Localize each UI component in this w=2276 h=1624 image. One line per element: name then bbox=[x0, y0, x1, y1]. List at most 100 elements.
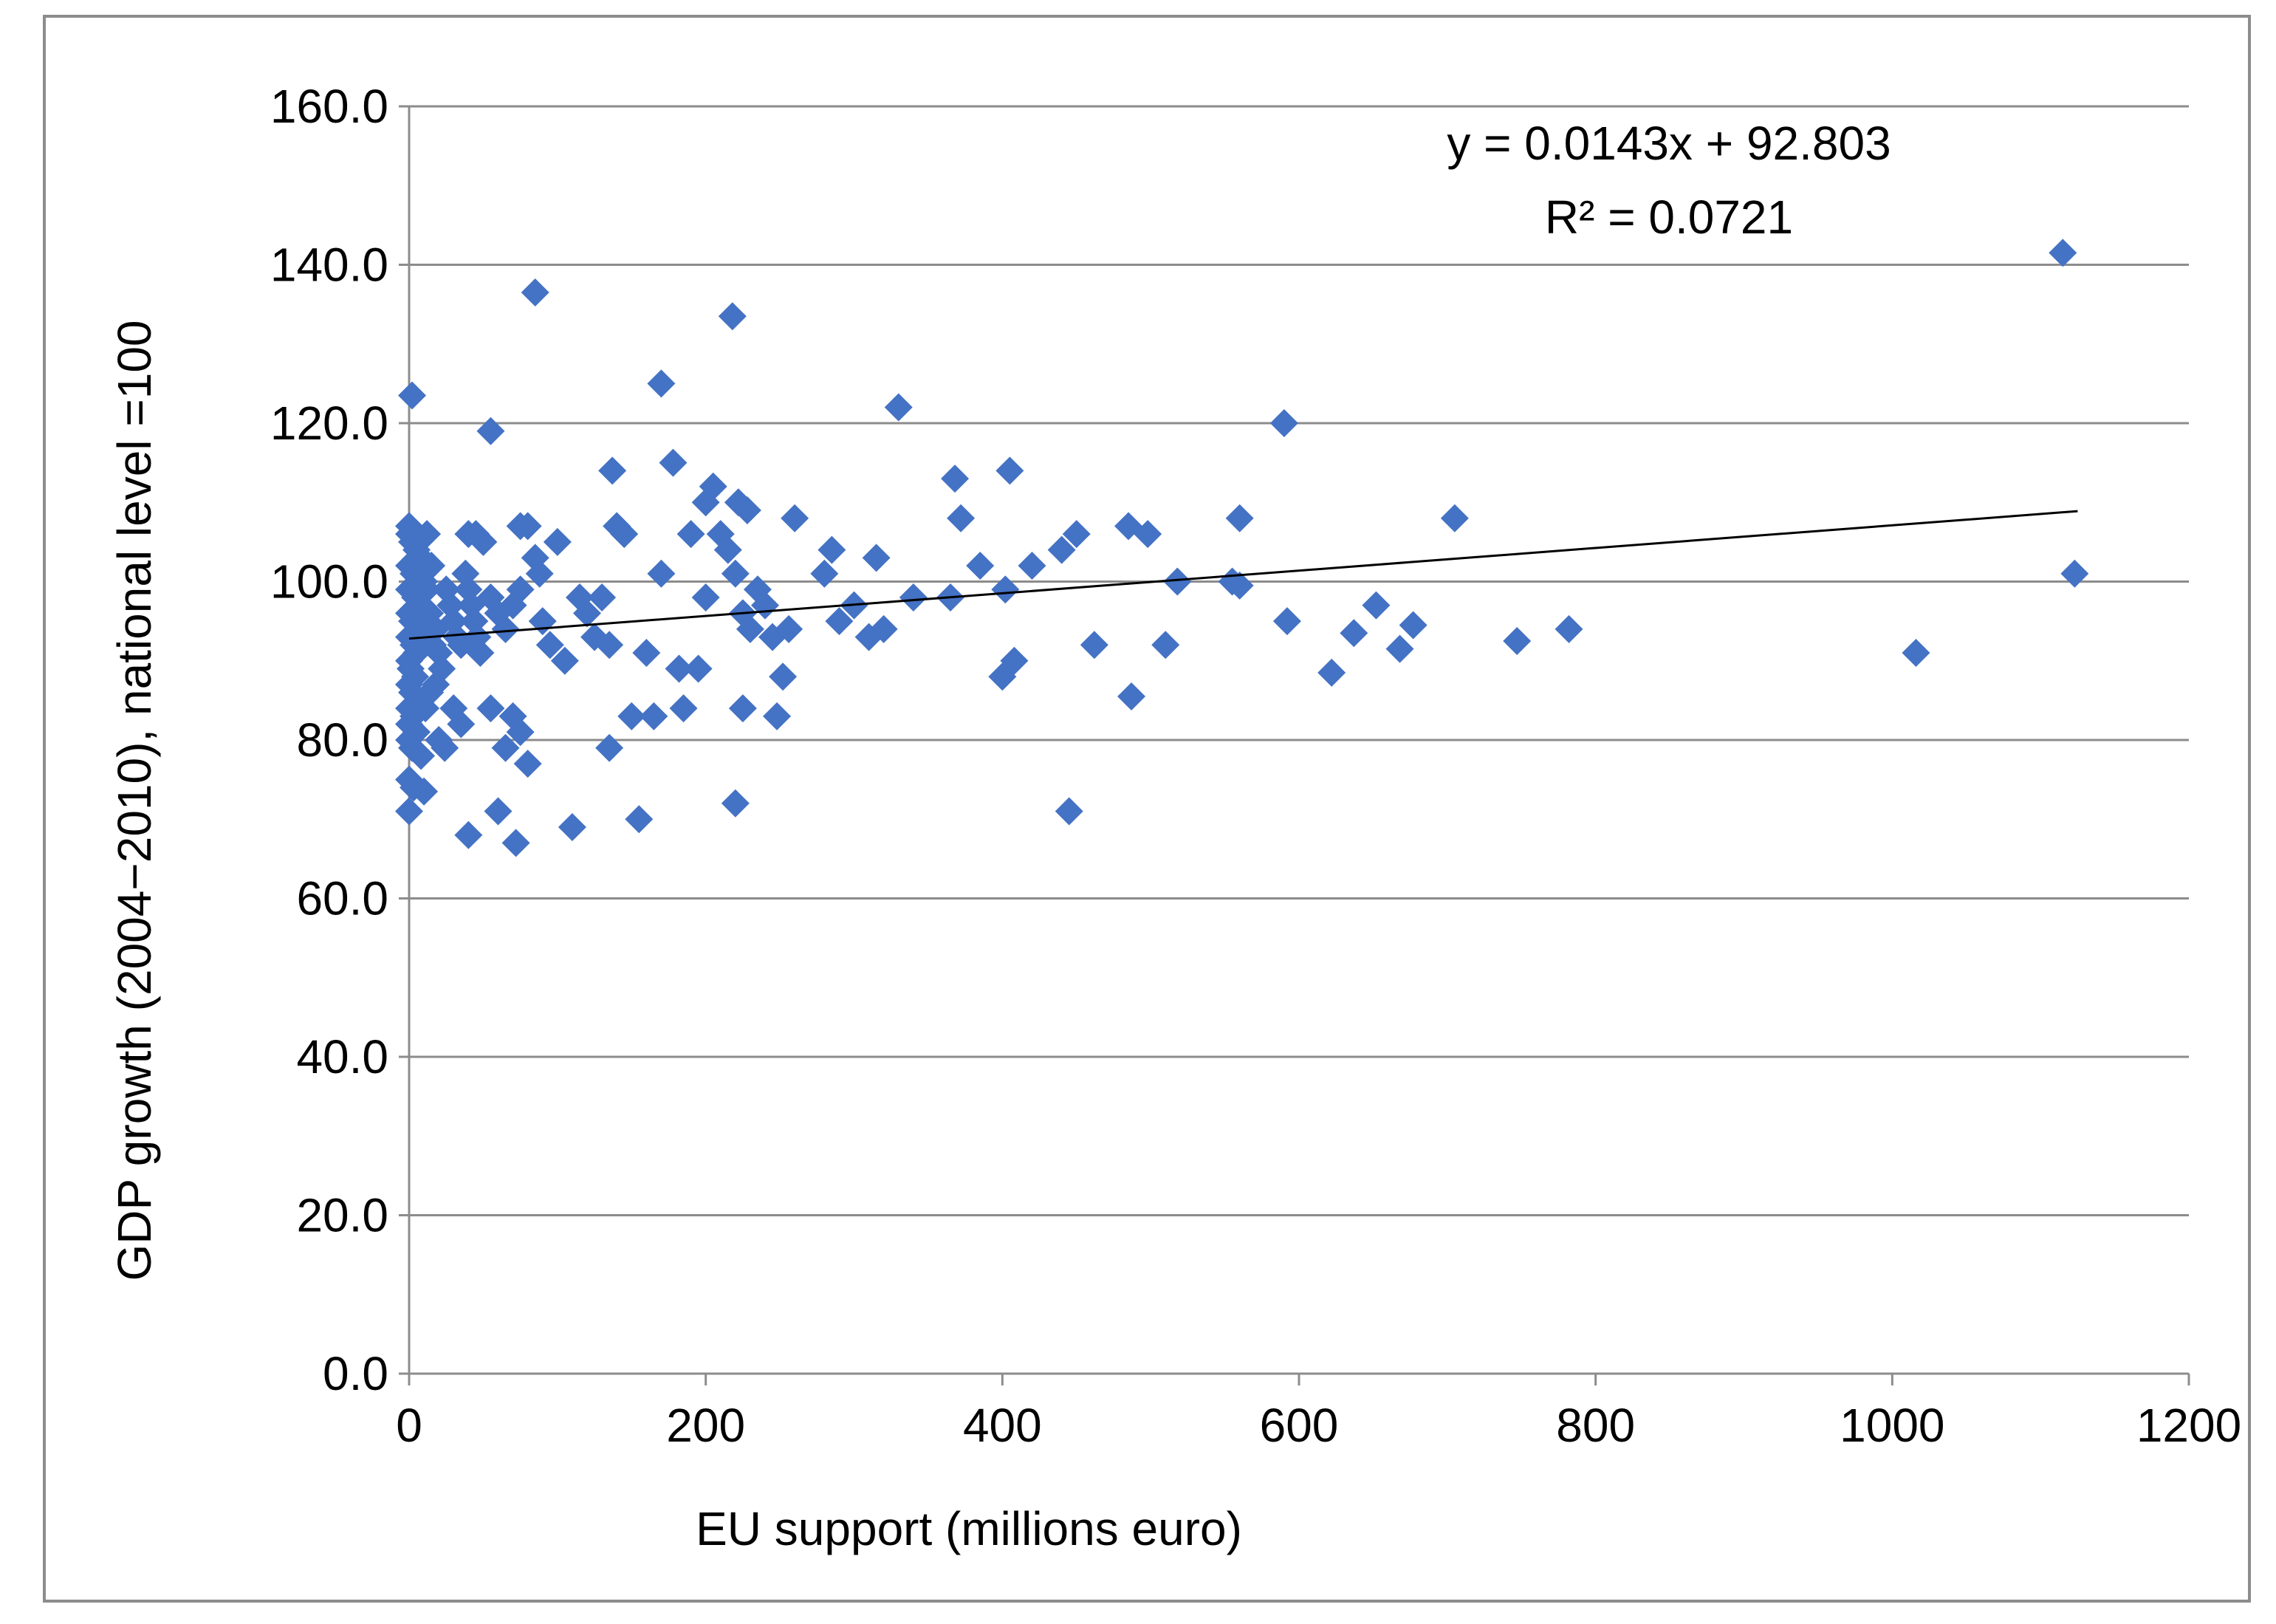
x-tick-label: 0 bbox=[396, 1399, 422, 1452]
data-point bbox=[535, 631, 564, 659]
data-point bbox=[1018, 552, 1046, 580]
data-point bbox=[506, 575, 535, 604]
data-point bbox=[2049, 239, 2077, 267]
y-tick-label: 80.0 bbox=[296, 713, 388, 767]
y-tick-label: 60.0 bbox=[296, 872, 388, 925]
y-tick-label: 40.0 bbox=[296, 1030, 388, 1083]
y-tick-label: 140.0 bbox=[270, 239, 388, 292]
data-point bbox=[684, 654, 713, 683]
data-point bbox=[558, 812, 586, 841]
trendline bbox=[408, 510, 2078, 640]
data-point bbox=[665, 654, 693, 683]
data-point bbox=[1440, 504, 1469, 532]
y-axis-title: GDP growth (2004−2010), national level =… bbox=[108, 320, 161, 1281]
trendline-group bbox=[408, 510, 2078, 640]
data-point bbox=[647, 369, 676, 398]
data-point bbox=[466, 639, 495, 668]
x-tick-label: 200 bbox=[666, 1399, 745, 1452]
axes bbox=[399, 105, 2190, 1385]
data-point bbox=[550, 646, 579, 675]
data-point bbox=[713, 535, 742, 564]
trendline-equation: y = 0.0143x + 92.803 bbox=[1447, 117, 1891, 170]
data-point bbox=[669, 694, 698, 723]
data-point bbox=[1080, 631, 1108, 659]
data-point bbox=[825, 607, 854, 636]
data-point bbox=[417, 552, 446, 580]
data-point bbox=[1055, 797, 1083, 826]
data-point bbox=[400, 773, 428, 802]
data-point bbox=[595, 733, 624, 762]
trendline-r-squared: R² = 0.0721 bbox=[1545, 191, 1793, 244]
x-tick-label: 1000 bbox=[1840, 1399, 1944, 1452]
data-point bbox=[884, 393, 913, 422]
data-point bbox=[1902, 639, 1930, 668]
data-point bbox=[528, 607, 557, 636]
data-point bbox=[869, 614, 898, 643]
data-point bbox=[991, 575, 1020, 604]
scatter-chart: 0.0 20.0 40.0 60.0 80.0 100.0 120.0 140.0 160.0 0… bbox=[108, 80, 2241, 1555]
data-point bbox=[573, 599, 601, 628]
data-point bbox=[407, 741, 436, 770]
data-point bbox=[484, 797, 513, 826]
data-point bbox=[862, 544, 891, 572]
data-point bbox=[1062, 520, 1091, 549]
data-point bbox=[947, 504, 976, 532]
data-point bbox=[721, 789, 750, 818]
data-point bbox=[810, 559, 839, 588]
data-point bbox=[411, 694, 440, 723]
data-point bbox=[1503, 626, 1532, 655]
gridlines bbox=[409, 105, 2189, 1216]
data-point bbox=[659, 448, 688, 477]
data-point bbox=[2060, 559, 2089, 588]
tick-labels: 0.0 20.0 40.0 60.0 80.0 100.0 120.0 140.0 160.0 0… bbox=[270, 80, 2241, 1452]
data-point bbox=[588, 583, 617, 611]
data-point bbox=[501, 829, 530, 857]
data-point bbox=[781, 504, 809, 532]
data-point bbox=[966, 552, 995, 580]
y-tick-label: 0.0 bbox=[323, 1347, 388, 1400]
x-axis-title: EU support (millions euro) bbox=[696, 1502, 1242, 1555]
y-tick-label: 100.0 bbox=[270, 555, 388, 609]
data-point bbox=[632, 639, 661, 668]
data-point bbox=[410, 777, 439, 806]
x-tick-label: 800 bbox=[1556, 1399, 1635, 1452]
data-point bbox=[699, 472, 727, 501]
data-points bbox=[395, 239, 2089, 857]
x-tick-label: 1200 bbox=[2136, 1399, 2241, 1452]
data-point bbox=[1151, 631, 1180, 659]
y-tick-label: 120.0 bbox=[270, 397, 388, 450]
data-point bbox=[647, 559, 676, 588]
data-point bbox=[1362, 591, 1391, 620]
data-point bbox=[595, 631, 624, 659]
data-point bbox=[941, 465, 970, 493]
data-point bbox=[476, 694, 505, 723]
data-point bbox=[610, 520, 639, 549]
data-point bbox=[763, 702, 792, 730]
data-point bbox=[513, 750, 542, 778]
data-point bbox=[1340, 619, 1368, 648]
data-point bbox=[1269, 409, 1298, 437]
data-point bbox=[1225, 571, 1254, 600]
data-point bbox=[447, 710, 476, 739]
data-point bbox=[543, 527, 572, 556]
data-point bbox=[1555, 614, 1583, 643]
data-point bbox=[454, 820, 483, 849]
data-point bbox=[769, 662, 798, 691]
data-point bbox=[413, 575, 442, 604]
data-point bbox=[728, 694, 757, 723]
data-point bbox=[775, 614, 803, 643]
data-point bbox=[1317, 658, 1346, 687]
data-point bbox=[899, 583, 928, 611]
data-point bbox=[598, 456, 627, 485]
data-point bbox=[625, 805, 654, 834]
data-point bbox=[402, 718, 431, 747]
data-point bbox=[758, 623, 787, 651]
data-point bbox=[640, 702, 668, 730]
data-point bbox=[491, 614, 520, 643]
data-point bbox=[1047, 535, 1076, 564]
chart-frame: 0.0 20.0 40.0 60.0 80.0 100.0 120.0 140.0 160.0 0… bbox=[43, 15, 2251, 1603]
data-point bbox=[413, 520, 442, 549]
data-point bbox=[1000, 646, 1029, 675]
data-point bbox=[1163, 567, 1192, 596]
y-tick-label: 20.0 bbox=[296, 1189, 388, 1242]
